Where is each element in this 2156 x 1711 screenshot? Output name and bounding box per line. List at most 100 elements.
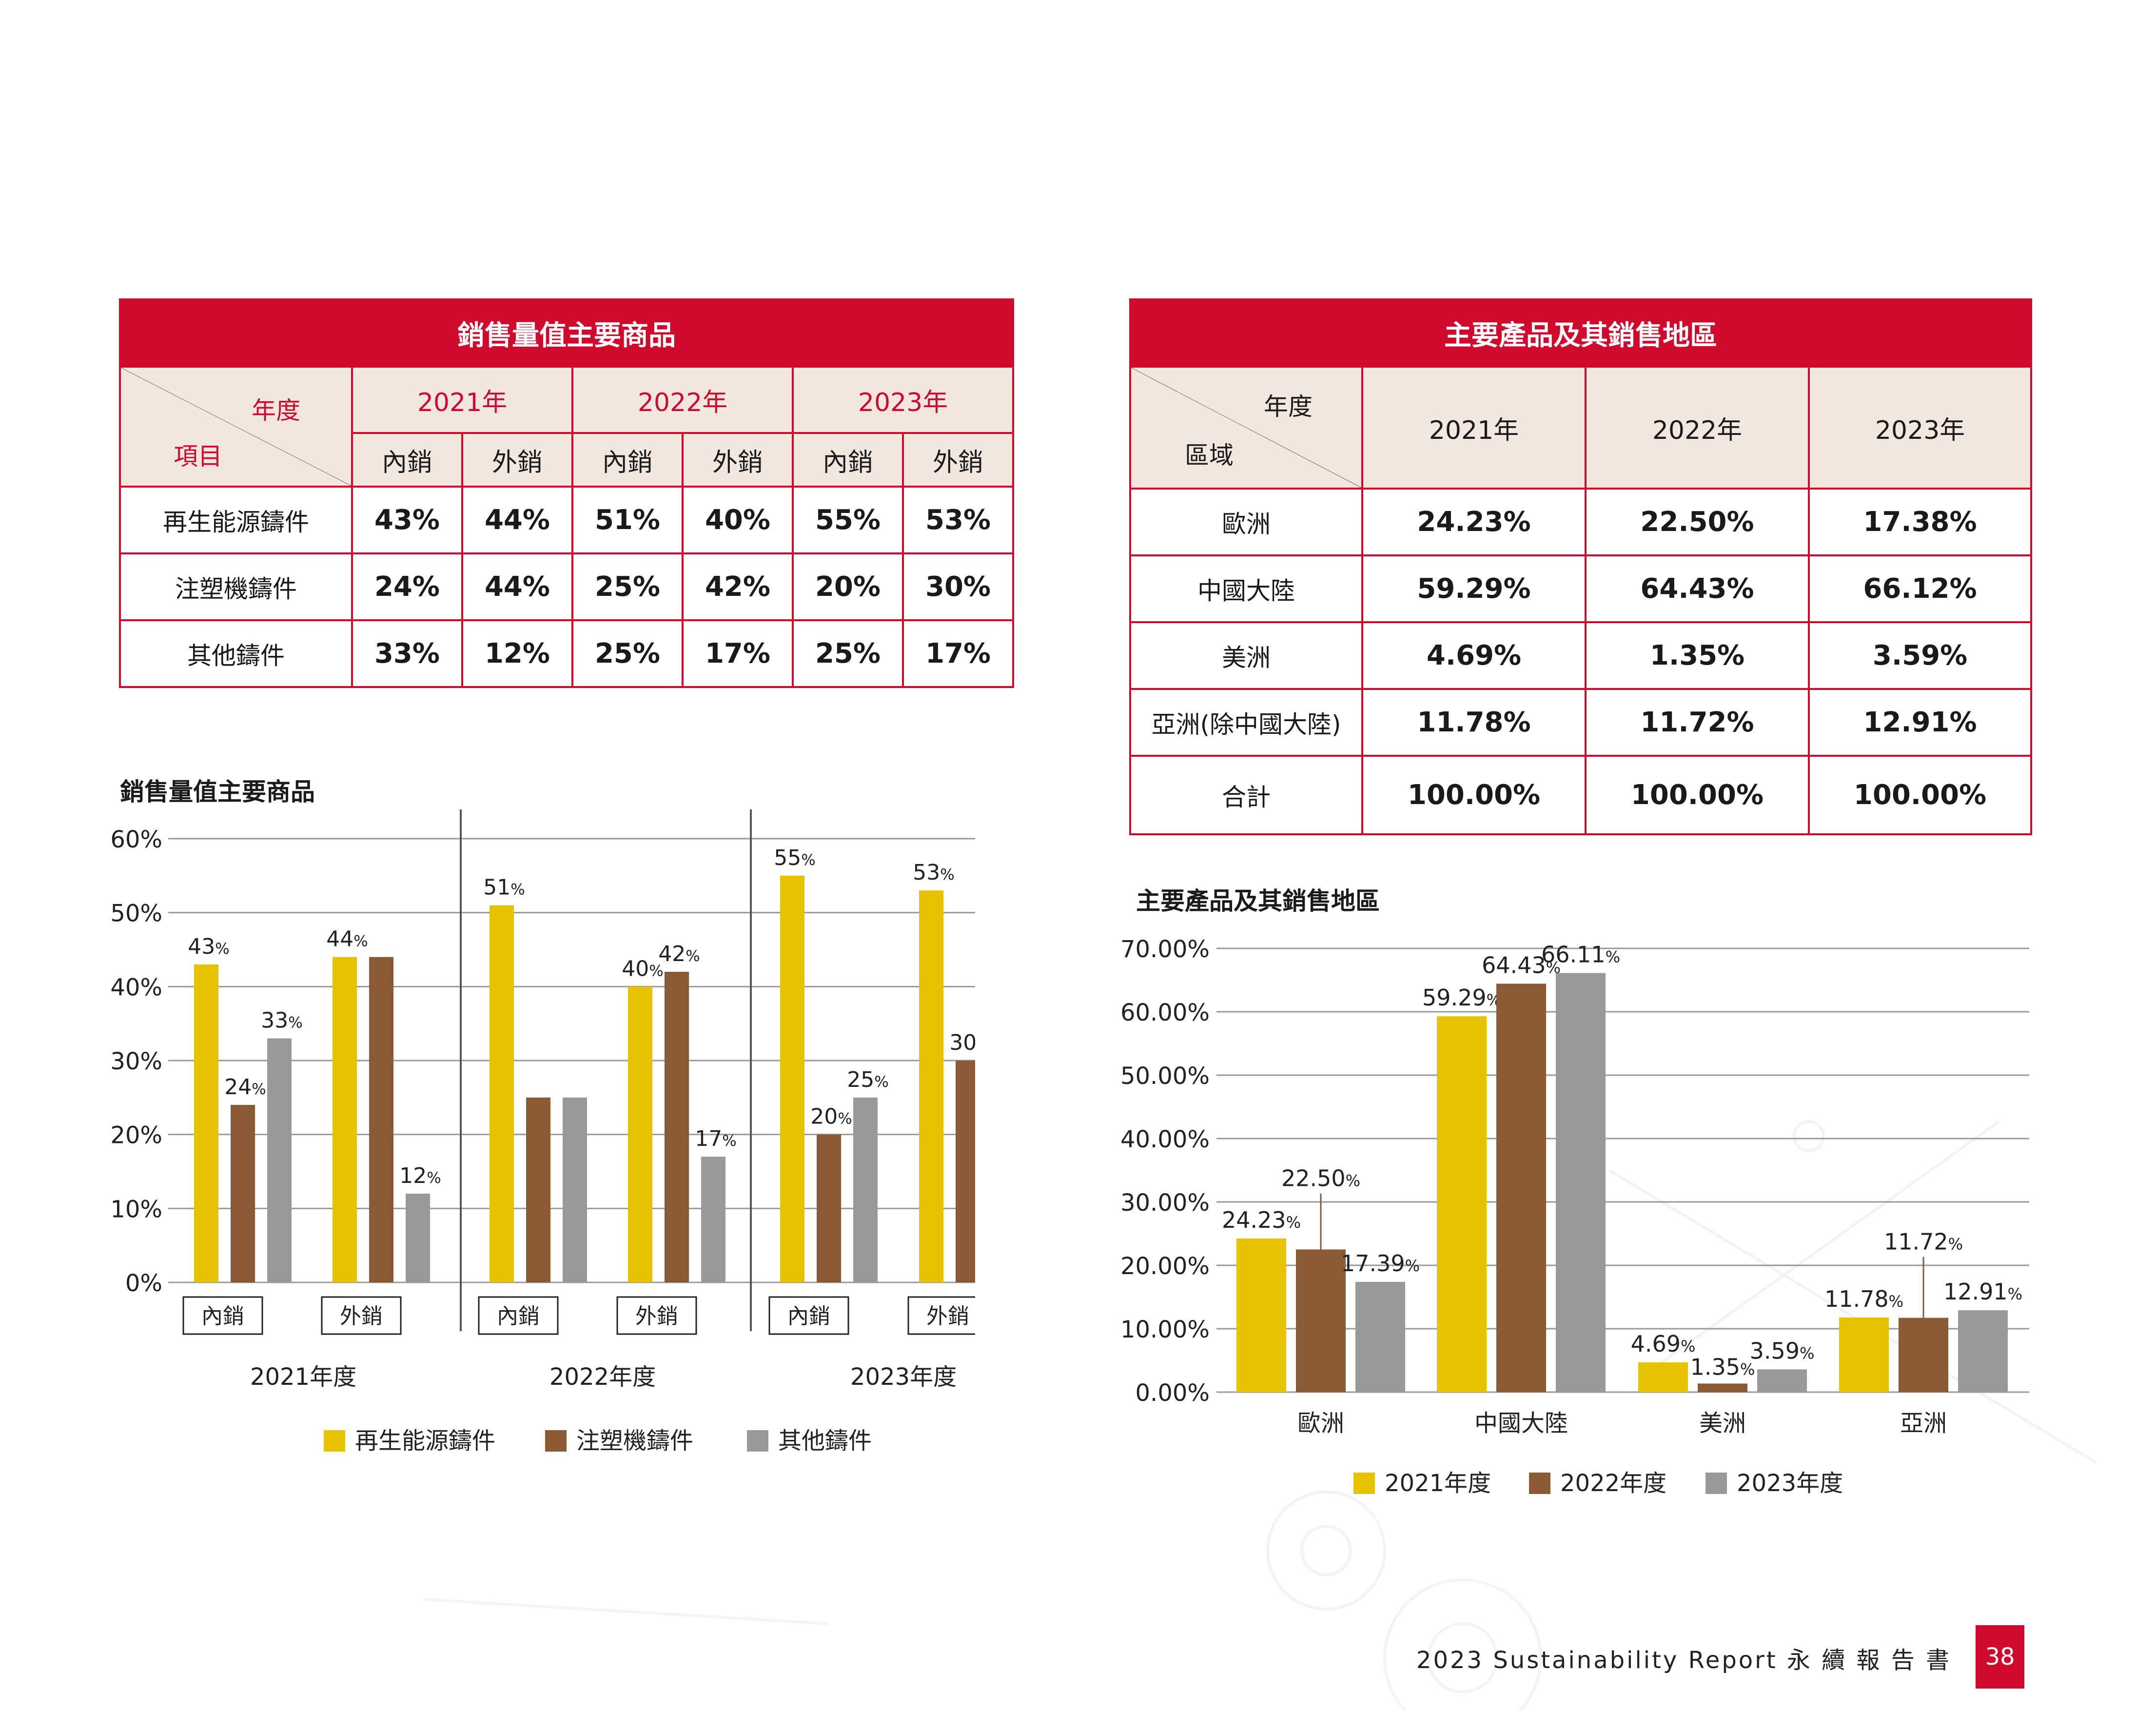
x-tick-label: 美洲 bbox=[1699, 1410, 1746, 1437]
legend-swatch bbox=[1529, 1473, 1550, 1494]
data-label: 59.29% bbox=[1422, 984, 1501, 1011]
subgroup-box bbox=[907, 1296, 975, 1335]
bar bbox=[817, 1134, 841, 1282]
sub-header: 內銷 bbox=[351, 432, 463, 488]
row-label: 再生能源鑄件 bbox=[119, 486, 353, 554]
bar bbox=[1638, 1362, 1688, 1392]
x-tick-label: 中國大陸 bbox=[1474, 1410, 1568, 1437]
data-label: 17% bbox=[695, 1126, 736, 1151]
table-title: 主要產品及其銷售地區 bbox=[1129, 298, 2032, 368]
row-label: 亞洲(除中國大陸) bbox=[1129, 688, 1363, 757]
sub-header: 外銷 bbox=[902, 432, 1015, 488]
data-label: 64.43% bbox=[1482, 952, 1561, 978]
group-label: 2022年度 bbox=[549, 1363, 656, 1391]
y-tick-label: 20% bbox=[110, 1122, 162, 1149]
y-tick-label: 70.00% bbox=[1121, 936, 1210, 963]
table-row: 再生能源鑄件 43% 44% 51% 40% 55% 53% bbox=[119, 486, 1015, 554]
bar bbox=[1757, 1369, 1807, 1392]
bar bbox=[1355, 1281, 1405, 1392]
legend-swatch bbox=[1705, 1473, 1727, 1494]
table-cell: 64.43% bbox=[1585, 554, 1810, 623]
bar bbox=[490, 905, 514, 1282]
legend-label: 再生能源鑄件 bbox=[355, 1427, 495, 1455]
sales-region-chart: 0.00% 10.00% 20.00% 30.00% 40.00% 50.00% 60.00… bbox=[1121, 936, 2029, 1497]
region-label: 區域 bbox=[1185, 441, 1234, 470]
table-row: 歐洲 24.23% 22.50% 17.38% bbox=[1129, 488, 2032, 556]
table-cell: 1.35% bbox=[1585, 621, 1810, 690]
data-label: 4.69% bbox=[1631, 1331, 1696, 1357]
table-cell: 12.91% bbox=[1808, 688, 2032, 757]
x-tick-label: 外銷 bbox=[635, 1304, 678, 1329]
data-label: 66.11% bbox=[1541, 942, 1620, 968]
y-tick-label: 0.00% bbox=[1136, 1379, 1210, 1407]
year-label: 年度 bbox=[1264, 393, 1313, 421]
data-label: 24.23% bbox=[1222, 1207, 1301, 1233]
x-tick-label: 內銷 bbox=[497, 1304, 540, 1329]
year-header: 2021年 bbox=[351, 366, 573, 434]
data-label: 24% bbox=[224, 1075, 266, 1100]
y-tick-label: 60% bbox=[110, 826, 162, 853]
row-label: 合計 bbox=[1129, 755, 1363, 835]
year-header: 2021年 bbox=[1361, 366, 1587, 490]
x-tick-label: 外銷 bbox=[926, 1304, 969, 1329]
data-label: 51% bbox=[483, 875, 525, 900]
sub-header: 外銷 bbox=[461, 432, 573, 488]
row-label: 注塑機鑄件 bbox=[119, 552, 353, 621]
y-tick-label: 0% bbox=[125, 1270, 162, 1297]
bar bbox=[267, 1038, 292, 1282]
y-tick-label: 10% bbox=[110, 1196, 162, 1223]
y-tick-label: 30.00% bbox=[1121, 1189, 1210, 1217]
bar bbox=[333, 957, 357, 1282]
legend-label: 2022年度 bbox=[1560, 1470, 1666, 1497]
bar bbox=[701, 1157, 725, 1282]
row-label: 歐洲 bbox=[1129, 488, 1363, 556]
table-cell: 17% bbox=[682, 619, 794, 688]
table-cell: 43% bbox=[351, 486, 463, 554]
table-cell: 22.50% bbox=[1585, 488, 1810, 556]
table-cell: 55% bbox=[792, 486, 904, 554]
data-label: 17.39% bbox=[1341, 1250, 1420, 1277]
data-label: 53% bbox=[913, 860, 954, 885]
x-tick-label: 內銷 bbox=[787, 1304, 830, 1329]
y-tick-label: 60.00% bbox=[1121, 999, 1210, 1026]
table-cell: 100.00% bbox=[1808, 755, 2032, 835]
subgroup-box bbox=[768, 1296, 849, 1335]
legend-swatch bbox=[747, 1430, 768, 1452]
bar bbox=[406, 1194, 430, 1282]
subgroup-box bbox=[616, 1296, 697, 1335]
data-label: 3.59% bbox=[1750, 1337, 1815, 1364]
diagonal-line bbox=[121, 368, 351, 486]
bar bbox=[665, 972, 689, 1282]
data-label: 43% bbox=[188, 934, 229, 959]
data-label: 20% bbox=[810, 1104, 852, 1129]
y-tick-label: 10.00% bbox=[1121, 1316, 1210, 1343]
table-cell: 30% bbox=[902, 552, 1015, 621]
y-tick-label: 50.00% bbox=[1121, 1062, 1210, 1090]
table-cell: 11.78% bbox=[1361, 688, 1587, 757]
y-tick-label: 20.00% bbox=[1121, 1253, 1210, 1280]
table-row: 其他鑄件 33% 12% 25% 17% 25% 17% bbox=[119, 619, 1015, 688]
bar bbox=[1899, 1318, 1948, 1392]
sales-products-table: 銷售量值主要商品 年度 項目 2021年 2022年 2023年 內銷 外銷 內… bbox=[118, 298, 1015, 688]
legend-label: 2021年度 bbox=[1385, 1470, 1491, 1497]
y-tick-label: 40% bbox=[110, 974, 162, 1001]
page-number: 38 bbox=[1976, 1625, 2024, 1689]
data-label: 42% bbox=[658, 942, 700, 966]
table-cell: 40% bbox=[682, 486, 794, 554]
table-cell: 20% bbox=[792, 552, 904, 621]
row-label: 中國大陸 bbox=[1129, 554, 1363, 623]
table-cell: 59.29% bbox=[1361, 554, 1587, 623]
table-row: 美洲 4.69% 1.35% 3.59% bbox=[1129, 621, 2032, 690]
chart-title: 銷售量值主要商品 bbox=[120, 778, 315, 806]
year-header: 2022年 bbox=[571, 366, 794, 434]
data-label: 11.78% bbox=[1824, 1286, 1903, 1312]
bar bbox=[563, 1097, 587, 1282]
legend-label: 注塑機鑄件 bbox=[576, 1427, 693, 1455]
bar bbox=[369, 957, 393, 1282]
table-cell: 25% bbox=[571, 619, 684, 688]
table-cell: 12% bbox=[461, 619, 573, 688]
data-label: 33% bbox=[261, 1008, 302, 1033]
footer-report-title: 2023 Sustainability Report 永 續 報 告 書 bbox=[1416, 1647, 1951, 1674]
